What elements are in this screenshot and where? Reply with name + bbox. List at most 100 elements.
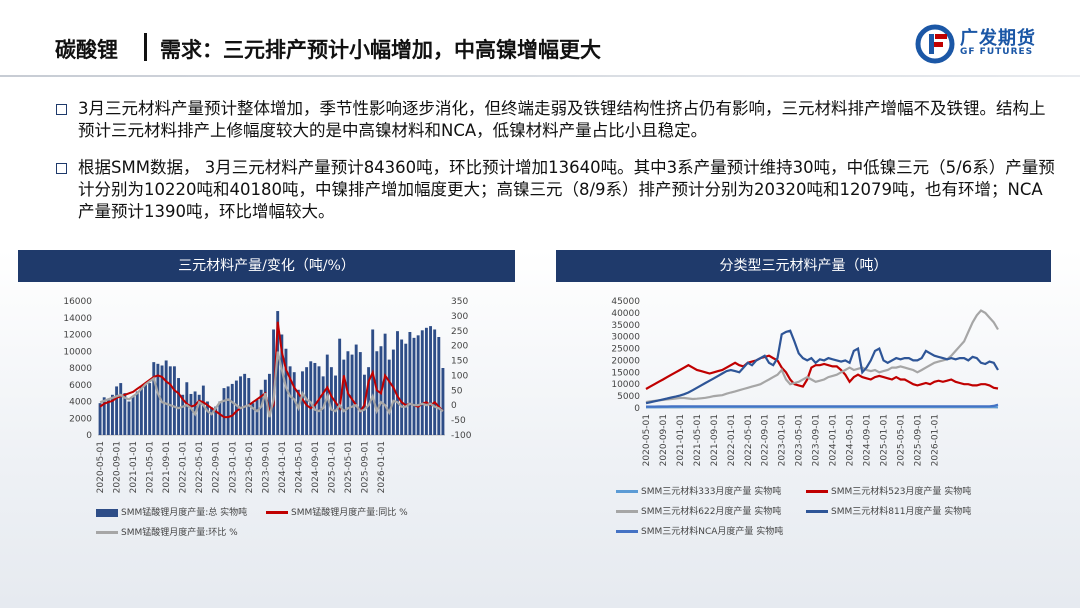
bullet-square-icon [56, 104, 67, 115]
y-tick-label: 8000 [69, 364, 92, 374]
y-tick-label: 10000 [611, 380, 640, 390]
title-divider [144, 33, 147, 61]
bar [354, 344, 358, 435]
legend-swatch [96, 508, 118, 517]
bar [412, 337, 416, 435]
bar [251, 403, 255, 435]
bar [296, 389, 300, 435]
bar [127, 401, 131, 435]
header: 碳酸锂 需求：三元排产预计小幅增加，中高镍增幅更大 广发期货 GF FUTURE… [0, 0, 1080, 82]
legend-item: SMM三元材料622月度产量 实物吨 [616, 504, 781, 517]
bullet-item: 根据SMM数据， 3月三元材料产量预计84360吨，环比预计增加13640吨。其… [56, 157, 1056, 223]
bar [222, 388, 226, 435]
x-tick-label: 2025-09-01 [360, 441, 370, 493]
legend-swatch [96, 531, 118, 534]
bar [267, 373, 271, 435]
y-tick-label: 15000 [611, 368, 640, 378]
bar [276, 311, 280, 435]
legend-label: SMM三元材料333月度产量 实物吨 [641, 487, 782, 497]
bar [148, 383, 152, 435]
x-tick-label: 2025-01-01 [327, 441, 337, 493]
x-tick-label: 2025-05-01 [896, 414, 906, 466]
legend-label: SMM锰酸锂月度产量:环比 % [121, 528, 238, 538]
bar [424, 327, 428, 435]
legend-item: SMM三元材料NCA月度产量 实物吨 [616, 524, 783, 537]
bar [387, 359, 391, 435]
bar [255, 399, 259, 435]
y-tick-label: 45000 [611, 297, 640, 307]
bar [288, 366, 292, 435]
bar [371, 329, 375, 435]
header-divider [0, 75, 1080, 77]
bar [383, 333, 387, 435]
y-tick-label: 4000 [69, 398, 92, 408]
bar [168, 366, 172, 435]
bar [189, 393, 193, 435]
bar [230, 383, 234, 435]
bar [144, 384, 147, 435]
legend-item: SMM锰酸锂月度产量:同比 % [266, 505, 408, 518]
y-tick-label: 40000 [611, 309, 640, 319]
logo-chinese: 广发期货 [960, 28, 1036, 49]
bar [172, 366, 176, 435]
x-tick-label: 2025-05-01 [344, 441, 354, 493]
legend-item: SMM三元材料811月度产量 实物吨 [806, 504, 971, 517]
series-line [645, 329, 999, 405]
x-tick-label: 2024-05-01 [294, 441, 304, 493]
x-tick-label: 2024-09-01 [311, 441, 321, 493]
bar [313, 362, 317, 435]
series-line [645, 354, 999, 390]
bar [123, 393, 127, 435]
x-tick-label: 2026-01-01 [377, 441, 387, 493]
bar [210, 407, 214, 435]
bar [358, 352, 362, 435]
bar [400, 339, 404, 435]
y-tick-label: 2000 [69, 414, 92, 424]
y-tick-label: 16000 [63, 297, 92, 307]
bar [263, 379, 267, 435]
series-line [646, 403, 999, 408]
legend-swatch [616, 490, 638, 493]
x-tick-label: 2024-01-01 [278, 441, 288, 493]
legend-item: SMM锰酸锂月度产量:总 实物吨 [96, 505, 247, 518]
y-tick-label: 6000 [69, 381, 92, 391]
bar [272, 329, 276, 435]
legend-swatch [806, 490, 828, 493]
series-line [645, 309, 999, 404]
x-tick-label: 2021-01-01 [676, 414, 686, 466]
bar [429, 326, 432, 435]
x-tick-label: 2026-01-01 [930, 414, 940, 466]
bar [280, 334, 284, 435]
bar [301, 371, 304, 435]
company-logo: 广发期货 GF FUTURES [915, 24, 1055, 64]
bar [259, 389, 263, 435]
bar [177, 378, 180, 435]
bar [329, 367, 333, 435]
x-tick-label: 2021-09-01 [162, 441, 172, 493]
x-tick-label: 2023-09-01 [812, 414, 822, 466]
bar [226, 386, 230, 435]
y-tick-label: 0 [86, 431, 92, 441]
legend-item: SMM三元材料523月度产量 实物吨 [806, 484, 971, 497]
bar [408, 331, 412, 435]
y2-tick-label: 100 [451, 371, 468, 381]
bar [433, 329, 437, 435]
bar [404, 343, 408, 435]
x-tick-label: 2024-05-01 [846, 414, 856, 466]
mom-line [99, 351, 444, 418]
bullet-item: 3月三元材料产量预计整体增加，季节性影响逐步消化，但终端走弱及铁锂结构性挤占仍有… [56, 98, 1056, 142]
bar [292, 372, 296, 435]
bar [197, 394, 201, 435]
x-tick-label: 2021-05-01 [693, 414, 703, 466]
legend-label: SMM三元材料NCA月度产量 实物吨 [641, 527, 784, 537]
x-tick-label: 2020-09-01 [113, 441, 123, 493]
x-tick-label: 2023-09-01 [261, 441, 271, 493]
x-tick-label: 2023-01-01 [778, 414, 788, 466]
page-title: 碳酸锂 [55, 38, 118, 62]
y-tick-label: 12000 [63, 331, 92, 341]
legend-label: SMM锰酸锂月度产量:总 实物吨 [121, 508, 248, 518]
y-tick-label: 5000 [617, 392, 640, 402]
bar [350, 354, 354, 435]
legend-label: SMM锰酸锂月度产量:同比 % [291, 508, 408, 518]
bullet-square-icon [56, 163, 67, 174]
